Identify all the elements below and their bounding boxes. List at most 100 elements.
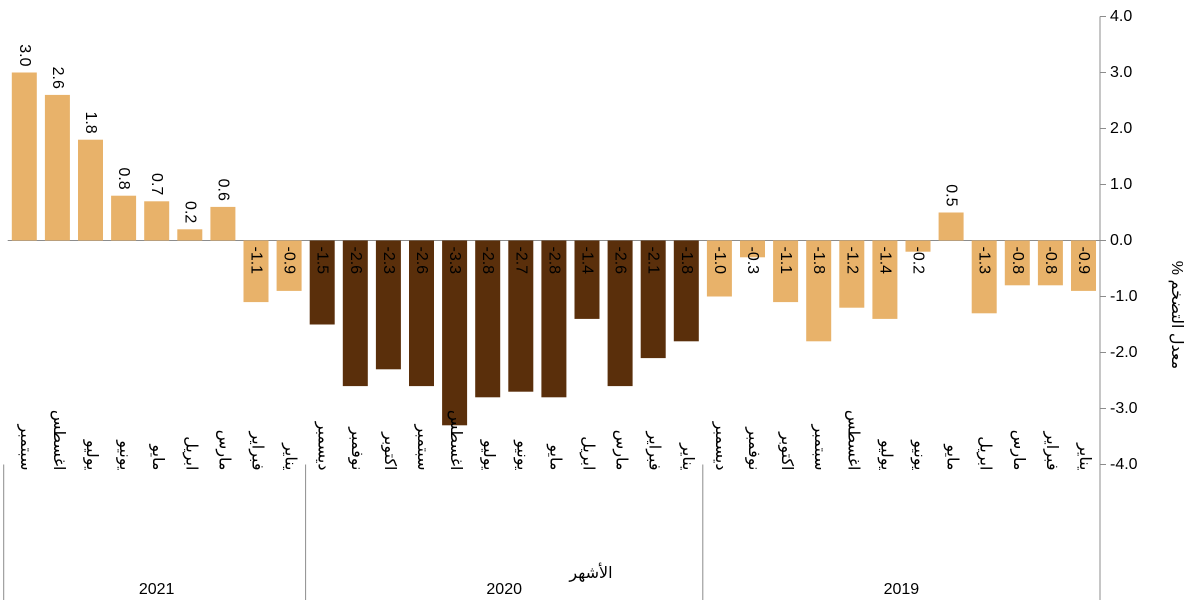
data-label: -2.3 bbox=[380, 247, 397, 275]
data-label: -2.1 bbox=[645, 247, 662, 275]
data-label: -1.8 bbox=[810, 247, 827, 275]
month-label: اغسطس bbox=[49, 410, 67, 471]
bar bbox=[111, 195, 137, 241]
bar bbox=[673, 240, 699, 342]
month-label: فبراير bbox=[1042, 430, 1060, 470]
data-label: -0.9 bbox=[281, 247, 298, 275]
data-label: -0.3 bbox=[744, 247, 761, 275]
month-label: يونيو bbox=[115, 439, 133, 470]
month-labels: يناير فبراير مارس ابريل مايو يونيو يوليو اغسطس س… bbox=[16, 410, 1093, 471]
bar bbox=[740, 240, 765, 258]
year-labels: 2019 2020 2021 bbox=[139, 581, 919, 598]
data-label: 1.8 bbox=[82, 111, 99, 133]
bar bbox=[872, 240, 898, 319]
month-label: سبتمبر bbox=[16, 424, 34, 471]
data-label: -1.4 bbox=[876, 247, 893, 275]
month-label: ابريل bbox=[579, 436, 597, 470]
month-label: اغسطس bbox=[446, 410, 464, 471]
data-label: 0.2 bbox=[181, 201, 198, 223]
month-label: سبتمبر bbox=[413, 424, 431, 471]
data-label: 2.6 bbox=[49, 67, 66, 89]
bar bbox=[309, 240, 335, 325]
month-label: فبراير bbox=[248, 430, 266, 470]
month-label: يونيو bbox=[910, 439, 928, 470]
bar bbox=[475, 240, 501, 398]
month-label: ديسمبر bbox=[711, 421, 729, 471]
y-tick-label: 2.0 bbox=[1110, 120, 1132, 137]
bar bbox=[210, 206, 236, 241]
month-label: ابريل bbox=[976, 436, 994, 470]
bar bbox=[342, 240, 368, 387]
data-label: -3.3 bbox=[446, 247, 463, 275]
bar bbox=[574, 240, 600, 319]
year-label: 2019 bbox=[884, 581, 920, 598]
bar bbox=[640, 240, 666, 359]
data-label: -1.4 bbox=[579, 247, 596, 275]
data-label: -1.5 bbox=[314, 247, 331, 275]
month-label: يوليو bbox=[82, 439, 100, 471]
bar bbox=[971, 240, 997, 314]
month-label: يوليو bbox=[479, 439, 497, 471]
data-label: 0.8 bbox=[115, 167, 132, 189]
data-label: -2.8 bbox=[479, 247, 496, 275]
y-tick-label: 0.0 bbox=[1110, 232, 1132, 249]
y-tick-label: -2.0 bbox=[1110, 344, 1138, 361]
bar bbox=[607, 240, 633, 387]
bar bbox=[938, 212, 964, 241]
data-label: -1.1 bbox=[248, 247, 265, 275]
y-axis-label: معدل التضخم % bbox=[1168, 261, 1185, 369]
month-label: مايو bbox=[148, 443, 166, 470]
year-label: 2020 bbox=[486, 581, 522, 598]
y-tick-label: 4.0 bbox=[1110, 8, 1132, 25]
bar bbox=[706, 240, 732, 297]
bar bbox=[508, 240, 534, 392]
data-label: -1.1 bbox=[777, 247, 794, 275]
bar bbox=[44, 94, 70, 241]
y-tick-label: -4.0 bbox=[1110, 456, 1138, 473]
month-label: يونيو bbox=[512, 439, 530, 470]
data-label: 0.6 bbox=[214, 179, 231, 201]
month-label: ديسمبر bbox=[314, 421, 332, 471]
data-label: -0.8 bbox=[1009, 247, 1026, 275]
month-label: فبراير bbox=[645, 430, 663, 470]
month-label: مايو bbox=[943, 443, 961, 470]
month-label: نوفمبر bbox=[347, 426, 365, 470]
bar bbox=[442, 240, 468, 426]
data-label: -2.6 bbox=[413, 247, 430, 275]
month-label: مارس bbox=[612, 430, 630, 471]
bar bbox=[541, 240, 567, 398]
bars bbox=[11, 72, 1096, 426]
data-label: -2.8 bbox=[545, 247, 562, 275]
bar bbox=[243, 240, 269, 303]
data-label: -2.7 bbox=[512, 247, 529, 275]
bar bbox=[806, 240, 832, 342]
data-label: -1.2 bbox=[843, 247, 860, 275]
y-axis: 4.0 3.0 2.0 1.0 0.0 -1.0 -2.0 -3.0 -4.0 bbox=[1099, 8, 1138, 473]
bar bbox=[905, 240, 931, 252]
data-label: -1.8 bbox=[678, 247, 695, 275]
y-tick-label: 3.0 bbox=[1110, 64, 1132, 81]
y-tick-label: -3.0 bbox=[1110, 400, 1138, 417]
data-label: 0.5 bbox=[943, 184, 960, 206]
bar bbox=[1037, 240, 1063, 286]
bar bbox=[78, 139, 103, 241]
bar bbox=[773, 240, 799, 303]
data-label: -0.2 bbox=[910, 247, 927, 275]
month-label: سبتمبر bbox=[810, 424, 828, 471]
data-label: -1.0 bbox=[711, 247, 728, 275]
x-axis-label: الأشهر bbox=[568, 562, 612, 583]
month-label: ابريل bbox=[181, 436, 199, 470]
bar bbox=[409, 240, 434, 387]
y-tick-label: 1.0 bbox=[1110, 176, 1132, 193]
bar bbox=[11, 72, 37, 241]
bar bbox=[177, 229, 203, 241]
month-label: مارس bbox=[214, 430, 232, 471]
data-labels: -0.9-0.8-0.8-1.30.5-0.2-1.4-1.2-1.8-1.1-… bbox=[16, 44, 1092, 274]
data-label: -2.6 bbox=[347, 247, 364, 275]
data-label: 3.0 bbox=[16, 44, 33, 66]
month-label: يناير bbox=[1075, 442, 1093, 470]
month-label: اكتوبر bbox=[380, 431, 398, 470]
data-label: 0.7 bbox=[148, 173, 165, 195]
bar bbox=[375, 240, 401, 370]
